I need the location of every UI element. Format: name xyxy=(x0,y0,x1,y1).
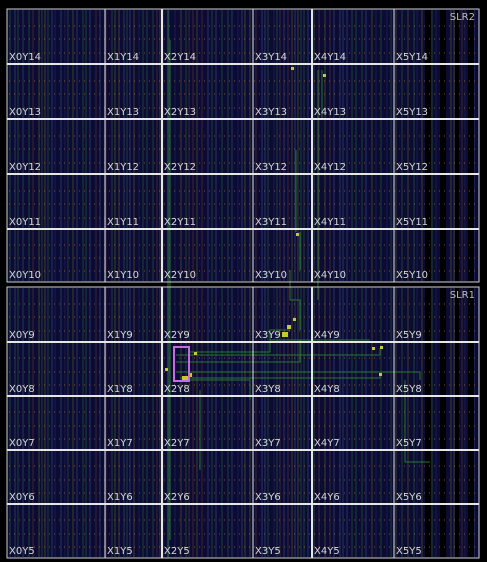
clock-region-label: X2Y8 xyxy=(164,384,190,395)
clock-region-label: X0Y5 xyxy=(9,546,35,557)
clock-region-label: X2Y13 xyxy=(164,107,196,118)
clock-region-label: X4Y9 xyxy=(314,330,340,341)
clock-region-label: X4Y12 xyxy=(314,162,346,173)
clock-region-label: X1Y13 xyxy=(107,107,139,118)
placed-cell[interactable] xyxy=(291,67,294,70)
clock-region-label: X3Y10 xyxy=(255,270,287,281)
clock-region-label: X0Y14 xyxy=(9,52,41,63)
net-route xyxy=(404,380,430,463)
clock-region-label: X2Y12 xyxy=(164,162,196,173)
clock-region-label: X2Y9 xyxy=(164,330,190,341)
net-route xyxy=(185,379,251,400)
clock-region-label: X0Y8 xyxy=(9,384,35,395)
io-gap xyxy=(455,288,459,557)
clock-region-label: X5Y7 xyxy=(396,438,422,449)
clock-region-label: X0Y11 xyxy=(9,217,41,228)
clock-region-label: X5Y6 xyxy=(396,492,422,503)
resource-columns xyxy=(9,10,475,557)
placed-cell[interactable] xyxy=(287,325,291,329)
io-gap xyxy=(440,288,446,557)
clock-region-label: X4Y14 xyxy=(314,52,346,63)
clock-region-label: X4Y10 xyxy=(314,270,346,281)
clock-region-label: X5Y9 xyxy=(396,330,422,341)
clock-region-label: X5Y14 xyxy=(396,52,428,63)
clock-region-label: X1Y6 xyxy=(107,492,133,503)
clock-region-label: X5Y10 xyxy=(396,270,428,281)
net-route xyxy=(176,371,421,380)
clock-region-label: X2Y6 xyxy=(164,492,190,503)
clock-region-label: X2Y7 xyxy=(164,438,190,449)
clock-region-label: X0Y10 xyxy=(9,270,41,281)
selected-pblock[interactable] xyxy=(173,346,190,382)
clock-region-label: X3Y5 xyxy=(255,546,281,557)
clock-region-label: X3Y7 xyxy=(255,438,281,449)
placed-cell[interactable] xyxy=(380,346,383,349)
clock-region-label: X1Y11 xyxy=(107,217,139,228)
clock-region-label: X0Y6 xyxy=(9,492,35,503)
clock-region-label: X1Y7 xyxy=(107,438,133,449)
clock-region-label: X3Y14 xyxy=(255,52,287,63)
slr-border-slr1 xyxy=(6,286,480,559)
clock-region-label: X5Y5 xyxy=(396,546,422,557)
clock-region-label: X5Y8 xyxy=(396,384,422,395)
clock-region-label: X3Y6 xyxy=(255,492,281,503)
clock-region-label: X2Y5 xyxy=(164,546,190,557)
clock-region-label: X0Y7 xyxy=(9,438,35,449)
clock-region-label: X1Y5 xyxy=(107,546,133,557)
clock-region-label: X4Y11 xyxy=(314,217,346,228)
net-route xyxy=(289,270,301,330)
clock-region-label: X1Y12 xyxy=(107,162,139,173)
site-dots xyxy=(9,25,477,548)
clock-region-label: X3Y13 xyxy=(255,107,287,118)
clock-region-labels: X0Y14 X1Y14 X2Y14 X3Y14 X4Y14 X5Y14 X0Y13 X1Y13… xyxy=(9,52,428,557)
placed-cell[interactable] xyxy=(323,74,326,77)
io-gap xyxy=(468,288,474,557)
clock-region-label: X1Y8 xyxy=(107,384,133,395)
clock-region-label: X2Y11 xyxy=(164,217,196,228)
io-gap xyxy=(455,10,459,281)
placed-cell[interactable] xyxy=(296,233,299,236)
clock-region-label: X3Y9 xyxy=(255,330,281,341)
slr-label: SLR1 xyxy=(450,290,475,301)
clock-region-label: X0Y12 xyxy=(9,162,41,173)
clock-region-label: X5Y13 xyxy=(396,107,428,118)
net-route xyxy=(176,348,381,356)
clock-region-label: X3Y11 xyxy=(255,217,287,228)
io-gap xyxy=(425,10,431,281)
clock-region-label: X4Y13 xyxy=(314,107,346,118)
clock-region-label: X4Y7 xyxy=(314,438,340,449)
placed-cell[interactable] xyxy=(379,373,382,376)
clock-region-label: X1Y14 xyxy=(107,52,139,63)
io-gap xyxy=(468,10,474,281)
io-gap xyxy=(440,10,446,281)
clock-region-label: X0Y9 xyxy=(9,330,35,341)
placed-cell[interactable] xyxy=(182,376,188,382)
slr-label: SLR2 xyxy=(450,12,475,23)
slr-border-slr2 xyxy=(6,8,480,283)
clock-region-grid xyxy=(6,8,480,559)
net-route xyxy=(176,340,301,363)
placed-cell[interactable] xyxy=(372,347,375,350)
placed-cell[interactable] xyxy=(194,352,197,355)
clock-region-label: X3Y8 xyxy=(255,384,281,395)
io-gap xyxy=(425,288,431,557)
clock-region-label: X1Y9 xyxy=(107,330,133,341)
placed-cell[interactable] xyxy=(282,332,288,337)
placed-cell[interactable] xyxy=(165,368,168,371)
clock-region-label: X5Y12 xyxy=(396,162,428,173)
placed-cell[interactable] xyxy=(293,318,296,321)
slr-labels: SLR2 SLR1 xyxy=(450,12,475,301)
clock-region-label: X2Y10 xyxy=(164,270,196,281)
clock-region-label: X2Y14 xyxy=(164,52,196,63)
clock-region-label: X4Y5 xyxy=(314,546,340,557)
clock-region-label: X4Y8 xyxy=(314,384,340,395)
clock-region-label: X1Y10 xyxy=(107,270,139,281)
clock-region-label: X3Y12 xyxy=(255,162,287,173)
clock-region-label: X0Y13 xyxy=(9,107,41,118)
clock-region-label: X5Y11 xyxy=(396,217,428,228)
clock-region-label: X4Y6 xyxy=(314,492,340,503)
